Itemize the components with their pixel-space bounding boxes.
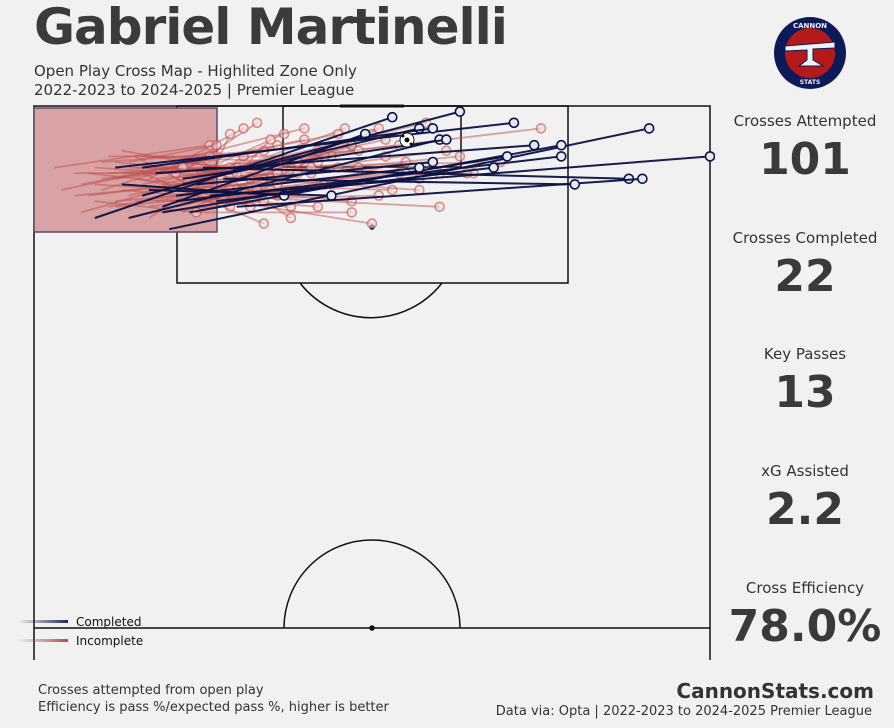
cross-end-marker: [265, 134, 276, 145]
cross-end-marker: [434, 201, 445, 213]
cross-end-marker: [508, 117, 520, 129]
subtitle-line-2: 2022-2023 to 2024-2025 | Premier League: [34, 81, 355, 99]
completed-cross-14: [209, 151, 715, 197]
cross-end-marker: [414, 162, 425, 173]
cross-line: [209, 155, 711, 197]
stat-label: Crosses Attempted: [733, 112, 877, 130]
stat-crosses-completed: Crosses Completed 22: [716, 229, 894, 302]
stat-label: Key Passes: [763, 345, 847, 363]
cross-line: [202, 166, 629, 180]
cross-end-marker: [555, 139, 567, 151]
legend-swatch-completed: [18, 620, 68, 623]
legend-label-incomplete: Incomplete: [76, 633, 144, 648]
stat-value: 22: [774, 251, 836, 302]
cross-line: [148, 189, 332, 197]
cross-end-marker: [454, 151, 466, 162]
cross-end-marker: [386, 184, 398, 196]
cross-end-marker: [251, 117, 263, 129]
stat-cross-efficiency: Cross Efficiency 78.0%: [716, 579, 894, 652]
subtitle-line-1: Open Play Cross Map - Highlited Zone Onl…: [34, 62, 357, 80]
legend-swatch-incomplete: [18, 639, 68, 642]
completed-cross-18: [223, 177, 581, 190]
completed-cross-6: [196, 156, 439, 186]
cross-end-marker: [366, 218, 378, 229]
penalty-arc: [299, 282, 443, 319]
cross-line: [162, 133, 366, 208]
cross-end-marker: [346, 207, 358, 218]
stat-value: 101: [759, 134, 851, 185]
centre-circle: [283, 539, 461, 629]
brand-text: CannonStats.com: [676, 679, 874, 703]
cross-end-marker: [224, 128, 236, 140]
footnote-line-2: Efficiency is pass %/expected pass %, hi…: [38, 700, 389, 715]
pitch-markings: [33, 104, 711, 660]
cross-line: [142, 127, 433, 169]
incomplete-cross-70: [168, 123, 310, 163]
completed-cross-21: [182, 134, 452, 180]
logo-bottom-text: STATS: [800, 79, 821, 86]
stat-label: xG Assisted: [761, 462, 849, 480]
cross-end-marker: [427, 123, 439, 134]
stat-key-passes: Key Passes 13: [716, 345, 894, 418]
legend-item-incomplete: Incomplete: [18, 631, 143, 650]
data-source: Data via: Opta | 2022-2023 to 2024-2025 …: [495, 704, 872, 719]
completed-cross-19: [142, 123, 439, 169]
stat-value: 2.2: [766, 484, 844, 535]
legend: Completed Incomplete: [18, 612, 143, 650]
player-name-title: Gabriel Martinelli: [34, 0, 508, 56]
cross-end-marker: [238, 123, 249, 134]
cross-end-marker: [637, 173, 648, 185]
cross-line: [175, 166, 420, 197]
cross-end-marker: [427, 156, 439, 168]
cross-line: [101, 149, 264, 163]
cross-end-marker: [299, 123, 310, 134]
cross-end-marker: [569, 179, 581, 190]
footnote-line-1: Crosses attempted from open play: [38, 683, 264, 698]
cross-line: [169, 172, 400, 191]
cross-line: [196, 161, 433, 186]
cross-line: [168, 127, 305, 163]
cross-end-marker: [528, 139, 540, 151]
stat-label: Crosses Completed: [732, 229, 878, 247]
cross-end-marker: [373, 190, 385, 201]
centre-spot: [369, 625, 375, 631]
legend-item-completed: Completed: [18, 612, 143, 631]
cross-end-marker: [643, 123, 655, 134]
cross-line: [128, 144, 217, 163]
cross-end-marker: [312, 201, 324, 213]
cross-end-marker: [386, 111, 398, 123]
cross-end-marker: [501, 151, 513, 162]
stat-value: 78.0%: [728, 601, 882, 652]
footnote: Crosses attempted from open play Efficie…: [38, 682, 389, 716]
cross-end-marker: [326, 190, 337, 201]
cross-end-marker: [454, 106, 466, 117]
cross-line: [182, 138, 447, 180]
cross-end-marker: [285, 212, 297, 224]
cross-end-marker: [258, 218, 270, 229]
cross-line: [162, 155, 508, 214]
cross-line: [223, 177, 575, 186]
stat-label: Cross Efficiency: [745, 579, 865, 597]
cross-end-marker: [555, 151, 567, 162]
legend-label-completed: Completed: [76, 614, 142, 629]
subtitle: Open Play Cross Map - Highlited Zone Onl…: [34, 62, 357, 100]
cross-end-marker: [535, 123, 547, 134]
cannonstats-logo: CANNON STATS: [774, 17, 846, 89]
ball-icon: [399, 132, 415, 148]
cross-end-marker: [488, 162, 499, 173]
stat-xg-assisted: xG Assisted 2.2: [716, 462, 894, 535]
completed-cross-16: [162, 151, 513, 214]
logo-top-text: CANNON: [793, 22, 827, 30]
stat-value: 13: [774, 367, 836, 418]
incomplete-cross-74: [196, 207, 358, 218]
completed-cross-20: [175, 162, 425, 197]
completed-crosses: [94, 106, 715, 231]
pitch-cross-map: [33, 104, 715, 660]
cross-end-marker: [441, 134, 452, 145]
stat-crosses-attempted: Crosses Attempted 101: [716, 112, 894, 185]
cross-end-marker: [704, 151, 715, 162]
